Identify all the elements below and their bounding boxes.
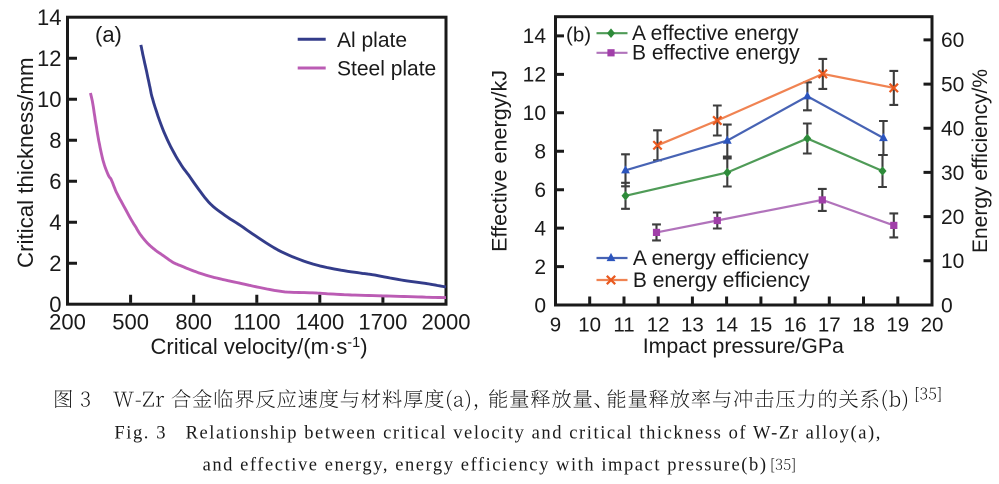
svg-text:and effective energy, energy e: and effective energy, energy efficiency … xyxy=(203,456,766,476)
svg-text:14: 14 xyxy=(715,313,738,336)
svg-text:40: 40 xyxy=(941,118,964,141)
svg-text:2: 2 xyxy=(534,256,546,279)
svg-text:17: 17 xyxy=(818,313,841,336)
svg-text:(b): (b) xyxy=(566,23,591,46)
svg-text:12: 12 xyxy=(523,64,546,87)
svg-text:6: 6 xyxy=(534,179,546,202)
svg-text:(a): (a) xyxy=(95,22,122,47)
svg-text:A effective energy: A effective energy xyxy=(632,22,799,45)
svg-text:4: 4 xyxy=(49,210,61,235)
svg-text:50: 50 xyxy=(941,73,964,96)
svg-text:12: 12 xyxy=(37,46,61,71)
svg-text:8: 8 xyxy=(49,128,61,153)
svg-text:8: 8 xyxy=(534,141,546,164)
svg-text:4: 4 xyxy=(534,217,546,240)
svg-text:Al plate: Al plate xyxy=(337,29,407,52)
svg-text:A energy efficiency: A energy efficiency xyxy=(633,247,809,270)
svg-text:Critical velocity/(m·s-1): Critical velocity/(m·s-1) xyxy=(150,334,367,359)
svg-text:1100: 1100 xyxy=(233,310,280,335)
svg-text:11: 11 xyxy=(613,313,634,336)
svg-text:Impact pressure/GPa: Impact pressure/GPa xyxy=(643,334,844,358)
svg-text:1700: 1700 xyxy=(358,310,407,335)
svg-text:Effective energy/kJ: Effective energy/kJ xyxy=(486,70,511,252)
svg-text:30: 30 xyxy=(941,162,964,185)
svg-text:200: 200 xyxy=(49,310,86,335)
svg-text:16: 16 xyxy=(784,313,807,336)
svg-text:0: 0 xyxy=(534,294,546,317)
svg-text:60: 60 xyxy=(941,29,964,52)
svg-text:20: 20 xyxy=(921,313,944,336)
svg-text:6: 6 xyxy=(49,169,61,194)
svg-text:0: 0 xyxy=(49,292,61,317)
svg-text:2000: 2000 xyxy=(422,310,471,335)
svg-text:20: 20 xyxy=(941,206,964,229)
svg-text:14: 14 xyxy=(523,25,547,48)
svg-text:19: 19 xyxy=(886,313,909,336)
svg-text:B energy efficiency: B energy efficiency xyxy=(633,269,811,292)
svg-text:10: 10 xyxy=(941,250,964,273)
svg-text:13: 13 xyxy=(681,313,704,336)
svg-text:500: 500 xyxy=(112,310,149,335)
svg-text:Critical thickness/mm: Critical thickness/mm xyxy=(13,57,38,268)
svg-text:9: 9 xyxy=(550,313,561,336)
svg-text:18: 18 xyxy=(852,313,875,336)
svg-text:14: 14 xyxy=(37,5,61,30)
svg-text:800: 800 xyxy=(175,310,212,335)
svg-text:Energy efficiency/%: Energy efficiency/% xyxy=(969,69,992,253)
svg-text:12: 12 xyxy=(647,313,670,336)
svg-text:Fig. 3 Relationship between: Fig. 3 Relationship between critical vel… xyxy=(114,424,880,444)
svg-text:0: 0 xyxy=(941,294,953,317)
svg-text:Steel plate: Steel plate xyxy=(337,58,436,81)
svg-text:1400: 1400 xyxy=(295,310,344,335)
svg-text:10: 10 xyxy=(523,102,546,125)
svg-text:2: 2 xyxy=(49,251,61,276)
svg-text:10: 10 xyxy=(37,87,61,112)
svg-text:15: 15 xyxy=(749,313,772,336)
svg-text:10: 10 xyxy=(578,313,601,336)
svg-text:B effective energy: B effective energy xyxy=(632,42,800,65)
